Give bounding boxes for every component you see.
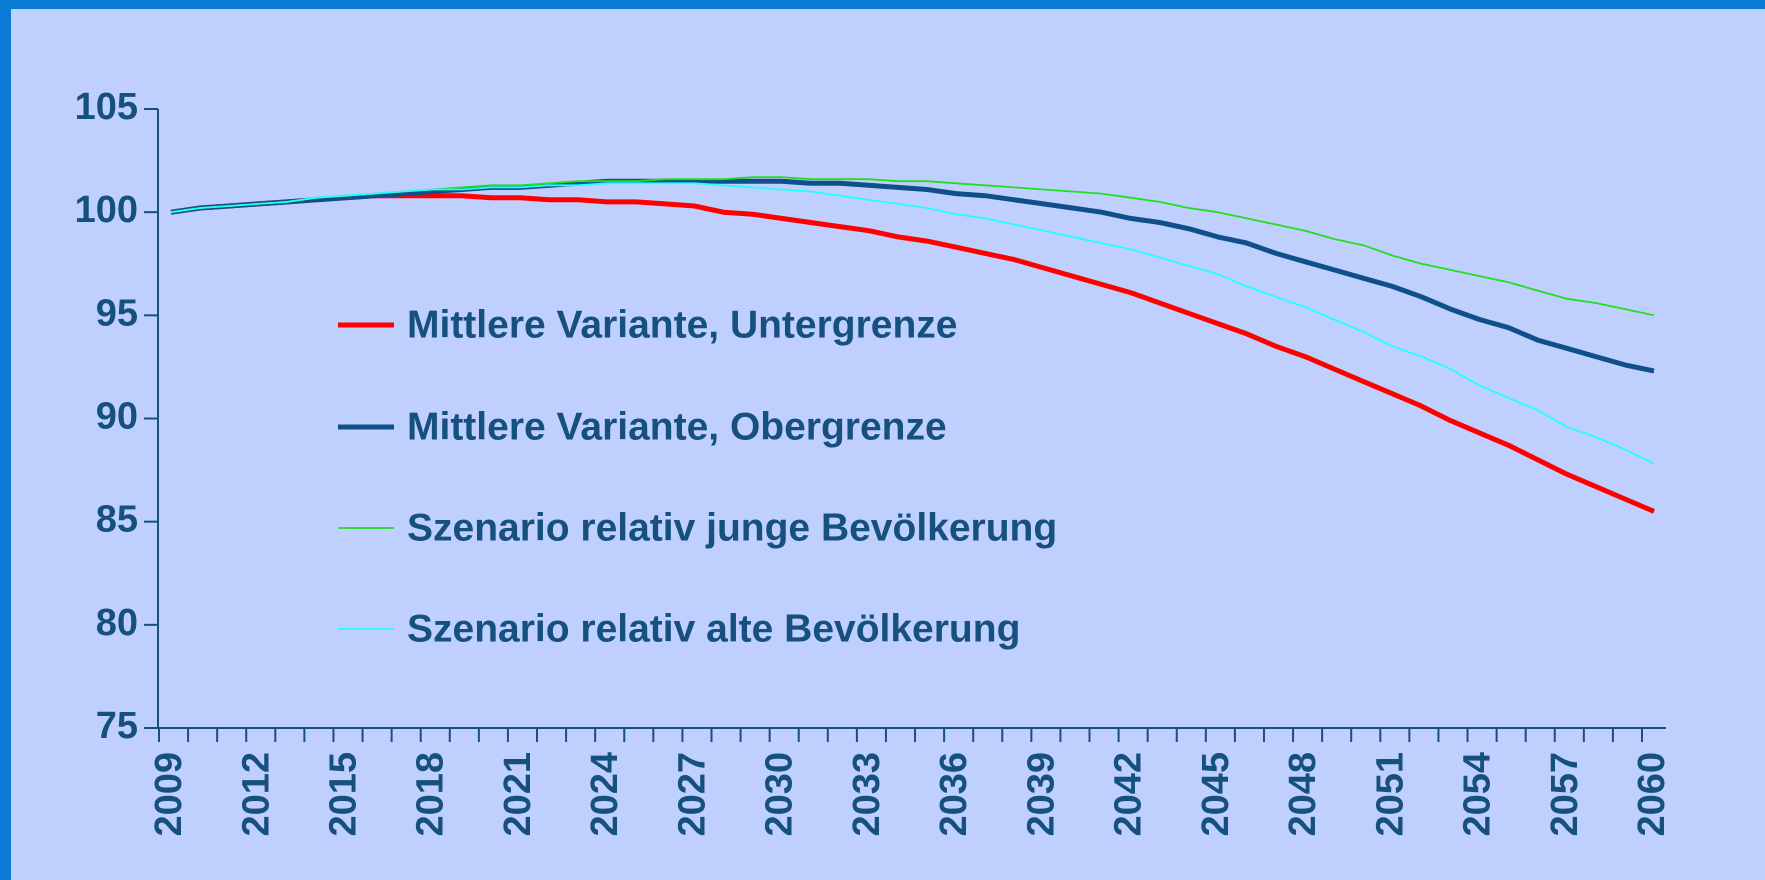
x-tick-label: 2012 (235, 752, 277, 837)
series-line (170, 193, 1655, 514)
x-tick-label: 2039 (1020, 752, 1062, 837)
legend-label: Mittlere Variante, Obergrenze (407, 405, 947, 448)
y-tick-label: 80 (96, 602, 138, 644)
y-tick-label: 75 (96, 705, 138, 747)
y-tick-label: 90 (96, 396, 138, 438)
x-tick-label: 2036 (933, 752, 975, 837)
legend-label: Szenario relativ junge Bevölkerung (407, 506, 1057, 549)
chart-frame (11, 9, 1765, 880)
x-tick-label: 2054 (1457, 752, 1499, 837)
y-tick-label: 100 (75, 189, 138, 231)
series-line (170, 182, 1655, 465)
x-tick-label: 2021 (497, 752, 539, 837)
y-tick-label: 95 (96, 292, 138, 334)
x-tick-label: 2051 (1369, 752, 1411, 837)
x-tick-label: 2033 (846, 752, 888, 837)
x-tick-label: 2057 (1544, 752, 1586, 837)
x-tick-label: 2042 (1108, 752, 1150, 837)
legend-label: Szenario relativ alte Bevölkerung (407, 607, 1020, 650)
y-tick-label: 105 (75, 86, 138, 128)
legend-label: Mittlere Variante, Untergrenze (407, 303, 958, 346)
x-tick-label: 2009 (148, 752, 190, 837)
x-tick-label: 2024 (584, 752, 626, 837)
x-tick-label: 2045 (1195, 752, 1237, 837)
x-tick-label: 2060 (1631, 752, 1673, 837)
x-tick-label: 2048 (1282, 752, 1324, 837)
y-tick-label: 85 (96, 499, 138, 541)
x-tick-label: 2015 (323, 752, 365, 837)
x-tick-label: 2030 (759, 752, 801, 837)
series-line (170, 178, 1655, 374)
x-tick-label: 2027 (671, 752, 713, 837)
x-tick-label: 2018 (410, 752, 452, 837)
